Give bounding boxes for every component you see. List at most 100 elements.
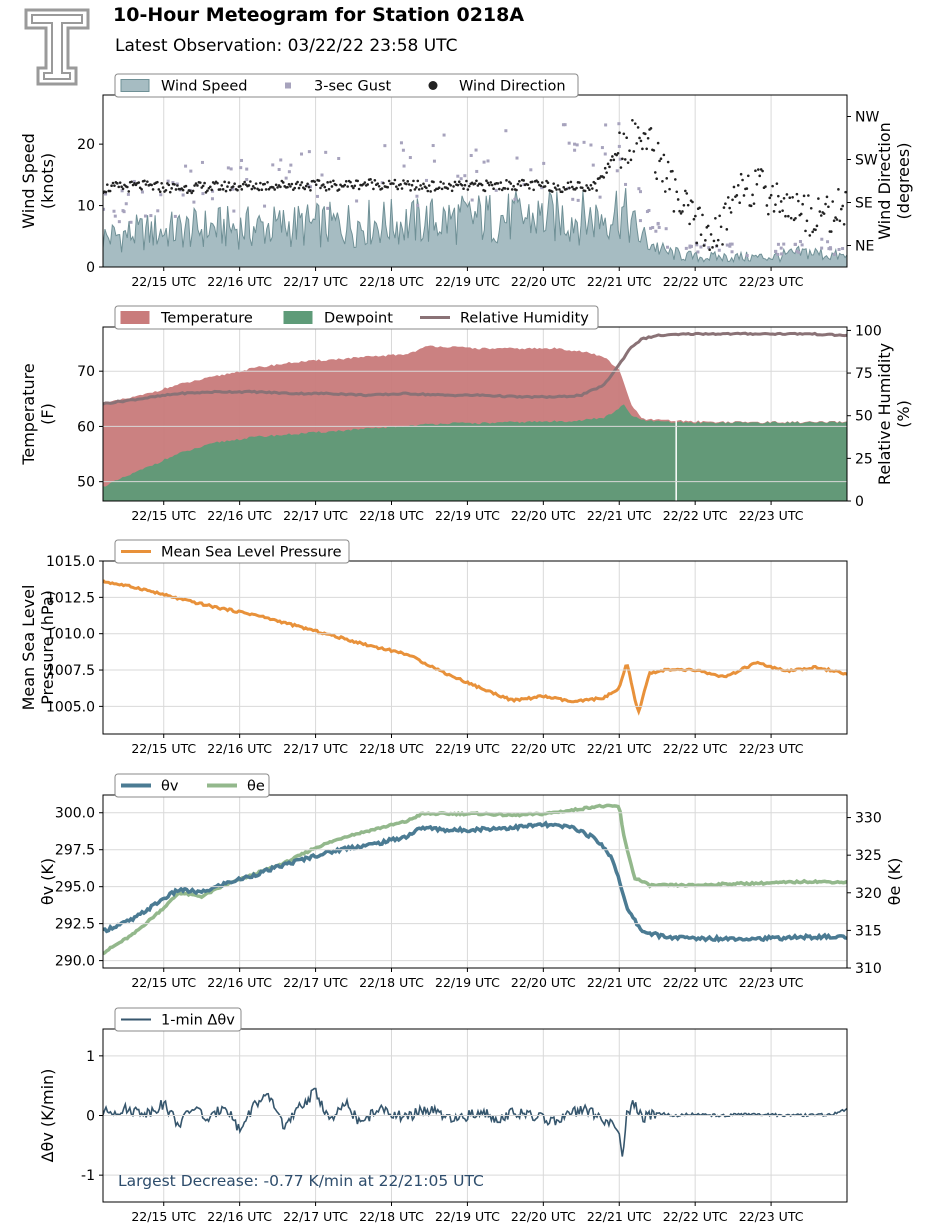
gust-point — [542, 161, 546, 165]
wind-direction-point — [496, 182, 500, 185]
wind-direction-point — [376, 182, 380, 185]
gust-point — [337, 156, 341, 160]
wind-direction-point — [467, 184, 471, 188]
wind-direction-point — [194, 182, 198, 185]
gust-point — [837, 247, 841, 251]
wind-direction-point — [126, 185, 129, 189]
legend-label: Temperature — [160, 311, 253, 327]
gust-point — [829, 247, 833, 251]
wind-direction-point — [170, 187, 173, 190]
gust-point — [239, 166, 243, 170]
wind-direction-point — [168, 190, 172, 194]
wind-direction-point — [213, 182, 216, 185]
gust-point — [324, 150, 328, 154]
wind-direction-point — [419, 184, 422, 187]
gust-point — [459, 177, 463, 181]
wind-direction-point — [569, 180, 573, 184]
wind-direction-point — [824, 202, 827, 206]
gust-point — [469, 153, 473, 157]
gust-point — [309, 185, 313, 189]
gust-point — [664, 227, 668, 231]
wind-direction-point — [164, 188, 168, 192]
wind-direction-point — [137, 181, 141, 184]
wind-direction-point — [426, 189, 430, 193]
y2-tick-label: 75 — [855, 366, 873, 382]
wind-direction-point — [247, 184, 251, 187]
y2-tick-label: 315 — [855, 923, 882, 939]
wind-direction-point — [273, 188, 276, 191]
wind-direction-point — [440, 187, 444, 191]
wind-direction-point — [196, 184, 199, 187]
wind-direction-point — [489, 181, 493, 184]
x-tick-label: 22/23 UTC — [739, 274, 804, 289]
wind-direction-point — [116, 182, 119, 185]
wind-direction-point — [678, 209, 681, 213]
wind-direction-point — [287, 183, 291, 186]
page-title: 10-Hour Meteogram for Station 0218A — [113, 4, 525, 26]
gust-point — [315, 194, 319, 198]
wind-direction-point — [722, 206, 726, 209]
wind-direction-point — [509, 182, 513, 185]
gust-point — [200, 160, 204, 164]
wind-direction-point — [606, 162, 610, 166]
x-tick-label: 22/21 UTC — [587, 741, 652, 756]
wind-direction-point — [121, 187, 125, 191]
x-tick-label: 22/20 UTC — [511, 1209, 576, 1224]
gust-point — [192, 200, 196, 204]
wind-direction-point — [583, 189, 587, 193]
gust-point — [210, 197, 214, 201]
gust-point — [132, 179, 136, 183]
wind-direction-point — [558, 188, 561, 191]
wind-direction-point — [510, 188, 514, 191]
y2-tick-label: 50 — [855, 409, 873, 425]
wind-direction-point — [745, 187, 749, 190]
x-tick-label: 22/15 UTC — [131, 741, 196, 756]
gust-point — [684, 246, 688, 250]
wind-direction-point — [209, 185, 212, 189]
wind-direction-point — [420, 187, 424, 190]
wind-direction-point — [698, 206, 701, 210]
y2-tick-label: 325 — [855, 848, 882, 864]
gust-point — [728, 244, 732, 248]
gust-point — [175, 182, 179, 186]
wind-direction-point — [785, 193, 789, 196]
x-tick-label: 22/23 UTC — [739, 1209, 804, 1224]
left-axis-label: θv (K) — [38, 858, 57, 905]
gust-point — [399, 141, 403, 145]
gust-point — [287, 170, 291, 174]
wind-direction-point — [659, 157, 663, 161]
legend-label: 3-sec Gust — [314, 79, 391, 95]
left-axis-label: Wind Speed(knots) — [19, 133, 57, 228]
wind-direction-point — [632, 150, 636, 153]
wind-direction-point — [460, 183, 464, 187]
wind-direction-point — [117, 185, 121, 189]
wind-direction-point — [725, 228, 729, 231]
gust-point — [201, 192, 205, 196]
wind-direction-point — [349, 180, 352, 184]
wind-direction-point — [782, 197, 786, 200]
gust-point — [402, 164, 406, 168]
wind-direction-point — [306, 182, 309, 186]
gust-point — [121, 209, 125, 213]
wind-direction-point — [516, 182, 520, 186]
wind-direction-point — [643, 132, 647, 136]
gust-point — [416, 203, 420, 207]
wind-direction-point — [386, 185, 390, 189]
wind-direction-point — [661, 179, 664, 183]
wind-direction-point — [201, 184, 205, 188]
right-axis-label: Relative Humidity(%) — [875, 343, 913, 485]
gust-point — [231, 187, 235, 191]
wind-direction-point — [834, 216, 837, 219]
wind-direction-point — [206, 189, 209, 192]
wind-direction-point — [841, 204, 845, 208]
gust-point — [112, 209, 116, 213]
wind-direction-point — [266, 180, 269, 184]
wind-direction-point — [519, 184, 523, 187]
legend-label: Wind Speed — [161, 79, 248, 95]
wind-direction-point — [229, 188, 232, 192]
wind-direction-point — [765, 204, 769, 207]
wind-direction-point — [692, 217, 696, 221]
gust-point — [774, 249, 778, 253]
wind-direction-point — [716, 238, 720, 242]
wind-direction-point — [263, 182, 266, 186]
